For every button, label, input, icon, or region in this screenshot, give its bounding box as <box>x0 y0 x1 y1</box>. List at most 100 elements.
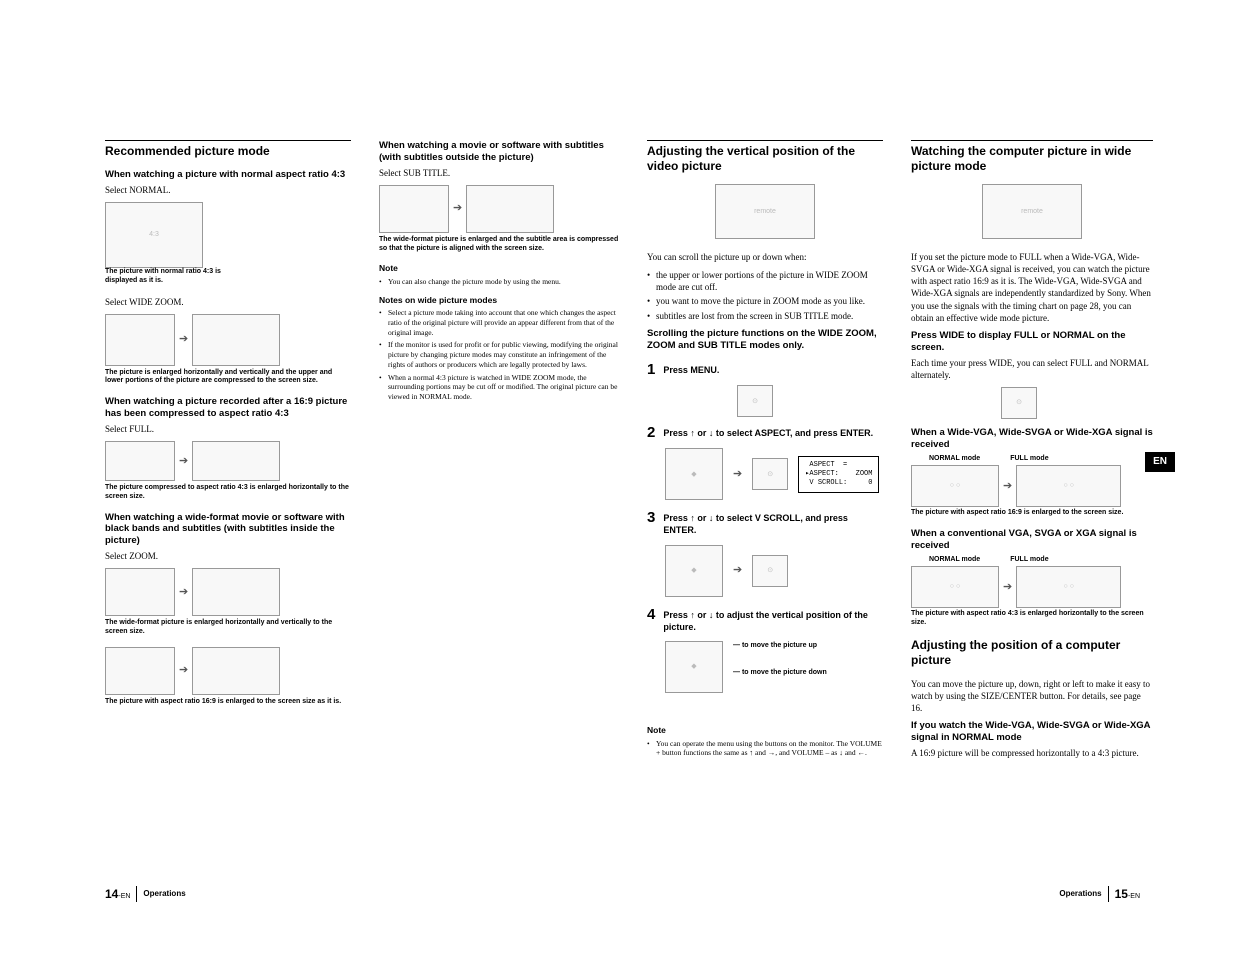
subhead-wide-in-normal: If you watch the Wide-VGA, Wide-SVGA or … <box>911 720 1153 744</box>
bullet-item: you want to move the picture in ZOOM mod… <box>647 295 883 307</box>
subhead-press-wide: Press WIDE to display FULL or NORMAL on … <box>911 330 1153 354</box>
select-zoom: Select ZOOM. <box>105 550 351 562</box>
arrow-icon: ➔ <box>733 563 742 578</box>
illust-enter: ⊙ <box>752 555 788 587</box>
para-size-center: You can move the picture up, down, right… <box>911 678 1153 714</box>
illust-sub-before <box>379 185 449 233</box>
step-1-text: Press MENU. <box>663 362 719 377</box>
arrow-icon: ➔ <box>453 201 462 216</box>
caption-normal-43: The picture with normal ratio 4:3 is dis… <box>105 268 235 286</box>
label-normal-mode: NORMAL mode <box>929 454 980 463</box>
select-full: Select FULL. <box>105 423 351 435</box>
subhead-wideformat: When watching a wide-format movie or sof… <box>105 512 351 548</box>
illust-enter: ⊙ <box>752 458 788 490</box>
note-item: You can also change the picture mode by … <box>379 277 619 287</box>
footer-section-left: Operations <box>143 889 185 900</box>
caption-169: The picture with aspect ratio 16:9 is en… <box>105 698 351 707</box>
illust-sub-after <box>466 185 554 233</box>
select-widezoom: Select WIDE ZOOM. <box>105 296 351 308</box>
illust-169-before <box>105 647 175 695</box>
para-alternate: Each time your press WIDE, you can selec… <box>911 357 1153 381</box>
illust-menu-button: ⊙ <box>737 385 773 417</box>
note-list-3: You can operate the menu using the butto… <box>647 739 883 759</box>
arrow-icon: ➔ <box>179 663 188 678</box>
step-number-2: 2 <box>647 425 655 440</box>
notes-wide-list: Select a picture mode taking into accoun… <box>379 308 619 402</box>
section-adjust-computer: Adjusting the position of a computer pic… <box>911 638 1153 668</box>
page-suffix: -EN <box>118 893 130 900</box>
note-item: Select a picture mode taking into accoun… <box>379 308 619 337</box>
note-head-1: Note <box>379 263 619 274</box>
step-number-4: 4 <box>647 607 655 633</box>
column-1: Recommended picture mode When watching a… <box>105 140 351 765</box>
subhead-169to43: When watching a picture recorded after a… <box>105 396 351 420</box>
illust-full-before <box>105 441 175 481</box>
illust-dpad: ◆ <box>665 448 723 500</box>
bullet-item: the upper or lower portions of the pictu… <box>647 269 883 293</box>
select-subtitle: Select SUB TITLE. <box>379 167 619 179</box>
bullet-item: subtitles are lost from the screen in SU… <box>647 310 883 322</box>
subhead-conv-signal: When a conventional VGA, SVGA or XGA sig… <box>911 528 1153 552</box>
note-item: When a normal 4:3 picture is watched in … <box>379 373 619 402</box>
arrow-icon: ➔ <box>179 454 188 469</box>
step-3-text: Press ↑ or ↓ to select V SCROLL, and pre… <box>663 510 883 536</box>
lead-scroll: You can scroll the picture up or down wh… <box>647 251 883 263</box>
illust-conv-normal: ○ ○ <box>911 566 999 608</box>
illust-full-after <box>192 441 280 481</box>
arrow-icon: ➔ <box>179 332 188 347</box>
caption-zoom: The wide-format picture is enlarged hori… <box>105 619 351 637</box>
note-item: You can operate the menu using the butto… <box>647 739 883 759</box>
label-full-mode: FULL mode <box>1010 454 1048 463</box>
illust-remote-top: remote <box>715 184 815 239</box>
arrow-icon: ➔ <box>1003 580 1012 595</box>
column-4: Watching the computer picture in wide pi… <box>911 140 1153 765</box>
page-number-right: 15 <box>1115 887 1128 901</box>
page-suffix: -EN <box>1128 893 1140 900</box>
illust-wide-button: ⊙ <box>1001 387 1037 419</box>
note-head-3: Note <box>647 725 883 736</box>
column-3: Adjusting the vertical position of the v… <box>647 140 883 765</box>
illust-remote-top-r: remote <box>982 184 1082 239</box>
illust-wide-normal: ○ ○ <box>911 465 999 507</box>
note-item: If the monitor is used for profit or for… <box>379 340 619 369</box>
footer-section-right: Operations <box>1059 889 1101 900</box>
page-number-left: 14 <box>105 887 118 901</box>
section-recommended: Recommended picture mode <box>105 140 351 159</box>
section-adjust-vertical: Adjusting the vertical position of the v… <box>647 140 883 174</box>
arrow-icon: ➔ <box>179 585 188 600</box>
label-normal-mode: NORMAL mode <box>929 555 980 564</box>
illust-wz-before <box>105 314 175 366</box>
illust-169-after <box>192 647 280 695</box>
step-number-1: 1 <box>647 362 655 377</box>
illust-wz-after <box>192 314 280 366</box>
step-2-text: Press ↑ or ↓ to select ASPECT, and press… <box>663 425 873 440</box>
select-normal: Select NORMAL. <box>105 184 351 196</box>
osd-aspect: ASPECT = ▸ASPECT: ZOOM V SCROLL: 0 <box>798 456 879 493</box>
illust-zoom-after <box>192 568 280 616</box>
subhead-normal-43: When watching a picture with normal aspe… <box>105 169 351 181</box>
subhead-wide-signal: When a Wide-VGA, Wide-SVGA or Wide-XGA s… <box>911 427 1153 451</box>
label-move-up: to move the picture up <box>742 642 817 649</box>
scroll-restriction: Scrolling the picture functions on the W… <box>647 328 883 352</box>
caption-full: The picture compressed to aspect ratio 4… <box>105 484 351 502</box>
caption-wide-16-9: The picture with aspect ratio 16:9 is en… <box>911 509 1153 518</box>
illust-dpad-vertical: ◆ <box>665 641 723 693</box>
step-number-3: 3 <box>647 510 655 536</box>
step-4-text: Press ↑ or ↓ to adjust the vertical posi… <box>663 607 883 633</box>
illust-dpad: ◆ <box>665 545 723 597</box>
arrow-icon: ➔ <box>1003 479 1012 494</box>
illust-wide-full: ○ ○ <box>1016 465 1121 507</box>
illust-conv-full: ○ ○ <box>1016 566 1121 608</box>
para-compressed: A 16:9 picture will be compressed horizo… <box>911 747 1153 759</box>
subhead-subtitle: When watching a movie or software with s… <box>379 140 619 164</box>
notes-wide-head: Notes on wide picture modes <box>379 295 619 306</box>
footer-left: 14-EN Operations <box>105 886 186 902</box>
footer-right: Operations 15-EN <box>1059 886 1140 902</box>
caption-conv-43: The picture with aspect ratio 4:3 is enl… <box>911 610 1153 628</box>
note-list-1: You can also change the picture mode by … <box>379 277 619 287</box>
arrow-icon: ➔ <box>733 467 742 482</box>
para-full-wide: If you set the picture mode to FULL when… <box>911 251 1153 324</box>
label-full-mode: FULL mode <box>1010 555 1048 564</box>
illust-normal-43: 4:3 <box>105 202 203 268</box>
column-2: When watching a movie or software with s… <box>379 140 619 765</box>
